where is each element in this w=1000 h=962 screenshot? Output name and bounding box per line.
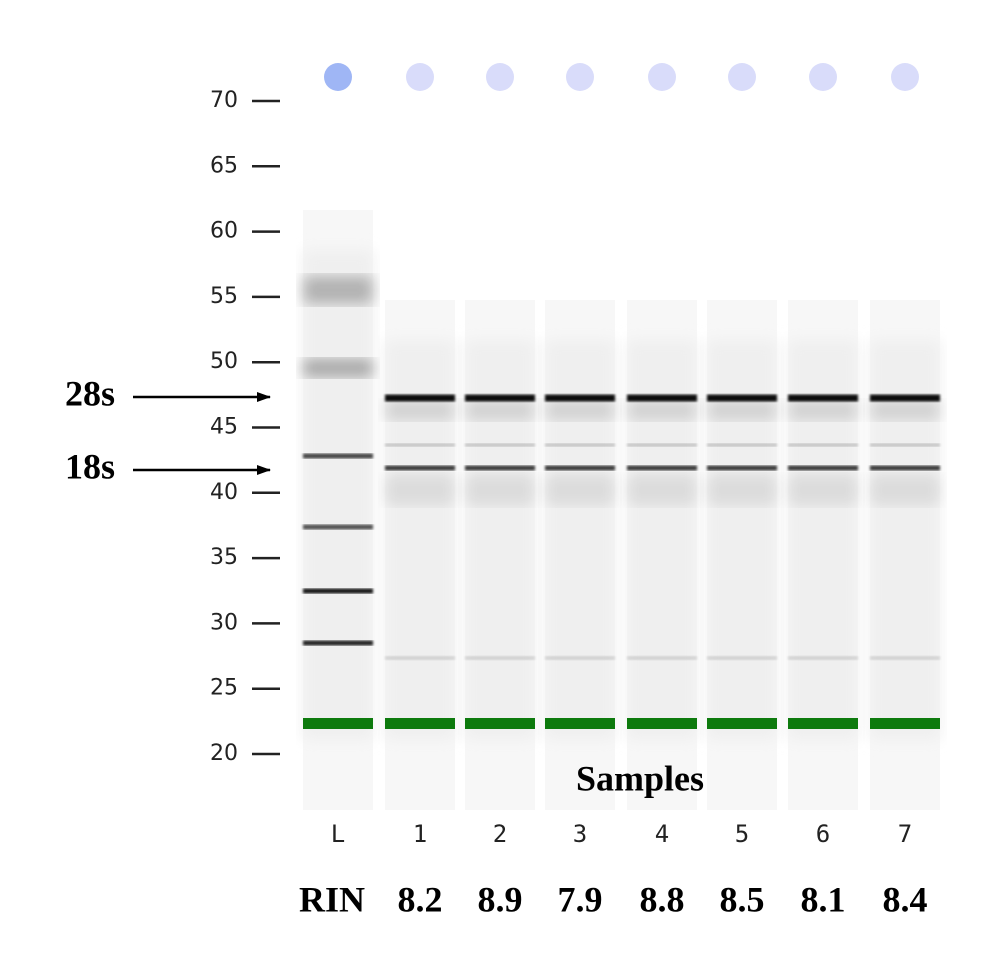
rin-value: 8.2 <box>398 879 443 919</box>
marker-band <box>788 718 858 729</box>
rin-value: 8.4 <box>883 879 928 919</box>
band <box>627 400 697 420</box>
band <box>788 465 858 471</box>
well-dot <box>891 63 919 91</box>
band <box>303 359 373 377</box>
band <box>385 656 455 660</box>
band <box>303 588 373 594</box>
band <box>870 400 940 420</box>
marker-band <box>627 718 697 729</box>
band <box>465 475 535 505</box>
band <box>870 394 940 402</box>
tick-label: 50 <box>210 349 238 374</box>
well-dot <box>566 63 594 91</box>
marker-band <box>707 718 777 729</box>
band <box>627 475 697 505</box>
lane-label: 6 <box>816 820 830 848</box>
tick-label: 30 <box>210 610 238 635</box>
band <box>545 475 615 505</box>
tick-label: 35 <box>210 545 238 570</box>
tick-label: 40 <box>210 480 238 505</box>
marker-band <box>465 718 535 729</box>
band <box>545 400 615 420</box>
marker-band <box>303 718 373 729</box>
gel <box>303 63 940 810</box>
marker-label: 28s <box>65 373 115 413</box>
band <box>627 465 697 471</box>
band <box>627 443 697 447</box>
band <box>385 400 455 420</box>
band <box>545 465 615 471</box>
band <box>870 475 940 505</box>
band <box>465 465 535 471</box>
tick-label: 25 <box>210 676 238 701</box>
rin-value: 8.8 <box>640 879 685 919</box>
well-dot <box>486 63 514 91</box>
lane-label: 4 <box>655 820 669 848</box>
rin-value: 8.9 <box>478 879 523 919</box>
well-dot <box>406 63 434 91</box>
marker-band <box>545 718 615 729</box>
band <box>303 276 373 304</box>
band <box>788 443 858 447</box>
band <box>545 656 615 660</box>
band <box>788 400 858 420</box>
band <box>385 475 455 505</box>
band <box>627 656 697 660</box>
lane-label: L <box>331 820 345 848</box>
band <box>788 656 858 660</box>
band <box>870 656 940 660</box>
band <box>707 465 777 471</box>
lane-label: 2 <box>493 820 507 848</box>
band <box>627 394 697 402</box>
band <box>465 656 535 660</box>
rin-value: 7.9 <box>558 879 603 919</box>
rin-value: 8.1 <box>801 879 846 919</box>
lane-label: 1 <box>413 820 427 848</box>
band <box>788 475 858 505</box>
marker-label: 18s <box>65 446 115 486</box>
lane-label: 5 <box>735 820 749 848</box>
band <box>707 475 777 505</box>
band <box>788 394 858 402</box>
band <box>385 465 455 471</box>
band <box>465 394 535 402</box>
well-dot <box>648 63 676 91</box>
samples-label: Samples <box>576 758 704 798</box>
well-dot <box>809 63 837 91</box>
tick-label: 20 <box>210 741 238 766</box>
rin-value: 8.5 <box>720 879 765 919</box>
band <box>707 656 777 660</box>
band <box>385 394 455 402</box>
band <box>545 394 615 402</box>
tick-label: 60 <box>210 219 238 244</box>
tick-label: 55 <box>210 284 238 309</box>
band <box>385 443 455 447</box>
band <box>870 465 940 471</box>
marker-band <box>870 718 940 729</box>
band <box>303 640 373 646</box>
band <box>465 443 535 447</box>
lane-label: 7 <box>898 820 912 848</box>
tick-label: 70 <box>210 88 238 113</box>
band <box>707 400 777 420</box>
well-dot <box>728 63 756 91</box>
band <box>870 443 940 447</box>
band <box>303 453 373 459</box>
lane-bg <box>303 250 373 740</box>
rin-label: RIN <box>299 879 365 919</box>
band <box>707 394 777 402</box>
band <box>303 524 373 530</box>
lane-label: 3 <box>573 820 587 848</box>
well-dot <box>324 63 352 91</box>
band <box>545 443 615 447</box>
tick-label: 45 <box>210 415 238 440</box>
band <box>707 443 777 447</box>
marker-band <box>385 718 455 729</box>
band <box>465 400 535 420</box>
tick-label: 65 <box>210 153 238 178</box>
